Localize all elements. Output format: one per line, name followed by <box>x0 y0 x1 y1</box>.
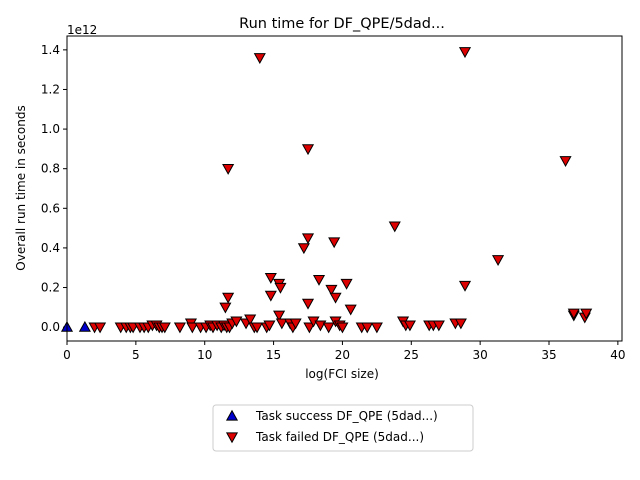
failed-point <box>388 221 401 233</box>
failed-point <box>275 318 288 330</box>
y-offset-label: 1e12 <box>67 23 97 37</box>
x-tick-label: 15 <box>266 348 281 362</box>
data-points <box>60 47 593 334</box>
success-point <box>78 320 91 332</box>
x-tick-label: 20 <box>335 348 350 362</box>
failed-point <box>244 314 257 326</box>
failed-point <box>173 322 186 334</box>
x-axis-label: log(FCI size) <box>305 367 379 381</box>
y-tick-label: 1.0 <box>41 122 60 136</box>
failed-point <box>230 316 243 328</box>
x-tick-label: 40 <box>610 348 625 362</box>
failed-point <box>297 243 310 255</box>
failed-point <box>264 272 277 284</box>
plot-frame <box>66 35 623 342</box>
x-tick-label: 10 <box>197 348 212 362</box>
y-tick-label: 0.0 <box>41 320 60 334</box>
failed-point <box>289 318 302 330</box>
failed-point <box>222 164 235 175</box>
x-tick-label: 30 <box>473 348 488 362</box>
x-tick-label: 35 <box>541 348 556 362</box>
y-tick-label: 1.2 <box>41 82 60 96</box>
failed-point <box>329 292 342 304</box>
legend-box <box>212 404 474 452</box>
failed-point <box>303 322 316 334</box>
legend-marker <box>225 432 239 444</box>
failed-point <box>264 290 277 302</box>
failed-point <box>222 292 235 304</box>
failed-point <box>263 320 276 332</box>
failed-point <box>403 320 416 332</box>
y-tick-label: 0.8 <box>41 162 60 176</box>
failed-point <box>274 282 287 294</box>
failed-point <box>314 320 327 332</box>
failed-point <box>432 320 445 332</box>
legend-label: Task failed DF_QPE (5dad...) <box>255 430 424 444</box>
failed-point <box>253 53 266 65</box>
failed-point <box>312 274 326 286</box>
y-tick-label: 0.4 <box>41 241 60 255</box>
failed-point <box>273 310 286 322</box>
failed-point <box>322 322 335 334</box>
failed-point <box>219 302 232 314</box>
failed-point <box>580 308 593 320</box>
failed-point <box>158 322 171 334</box>
x-tick-label: 5 <box>132 348 140 362</box>
failed-point <box>370 322 383 334</box>
failed-point <box>567 308 580 320</box>
failed-point <box>325 284 338 296</box>
failed-point <box>361 322 374 334</box>
chart-title: Run time for DF_QPE/5dad... <box>239 16 445 32</box>
failed-point <box>458 47 472 59</box>
failed-point <box>186 322 199 334</box>
x-axis-ticks: 0 5 10 15 20 25 30 35 40 <box>63 341 626 362</box>
failed-point <box>336 322 349 334</box>
failed-point <box>454 318 467 330</box>
y-tick-label: 0.2 <box>41 281 60 295</box>
failed-point <box>251 322 264 334</box>
failed-point <box>344 304 357 316</box>
failed-point <box>458 280 472 292</box>
y-axis-label: Overall run time in seconds <box>14 105 28 270</box>
failed-point <box>492 255 505 267</box>
legend: Task success DF_QPE (5dad...) Task failed… <box>212 404 474 452</box>
failed-point <box>94 322 107 334</box>
y-tick-label: 0.6 <box>41 201 60 215</box>
failed-point <box>559 156 572 168</box>
y-axis-ticks: 0.0 0.2 0.4 0.6 0.8 1.0 1.2 1.4 <box>41 43 67 334</box>
y-tick-label: 1.4 <box>41 43 60 57</box>
failed-point <box>301 144 315 156</box>
legend-marker <box>225 409 239 421</box>
failed-point <box>328 237 341 249</box>
x-tick-label: 0 <box>63 348 71 362</box>
failed-point <box>301 298 315 310</box>
failed-point <box>301 233 315 245</box>
failed-point <box>340 278 353 290</box>
x-tick-label: 25 <box>404 348 419 362</box>
legend-label: Task success DF_QPE (5dad...) <box>255 409 438 423</box>
